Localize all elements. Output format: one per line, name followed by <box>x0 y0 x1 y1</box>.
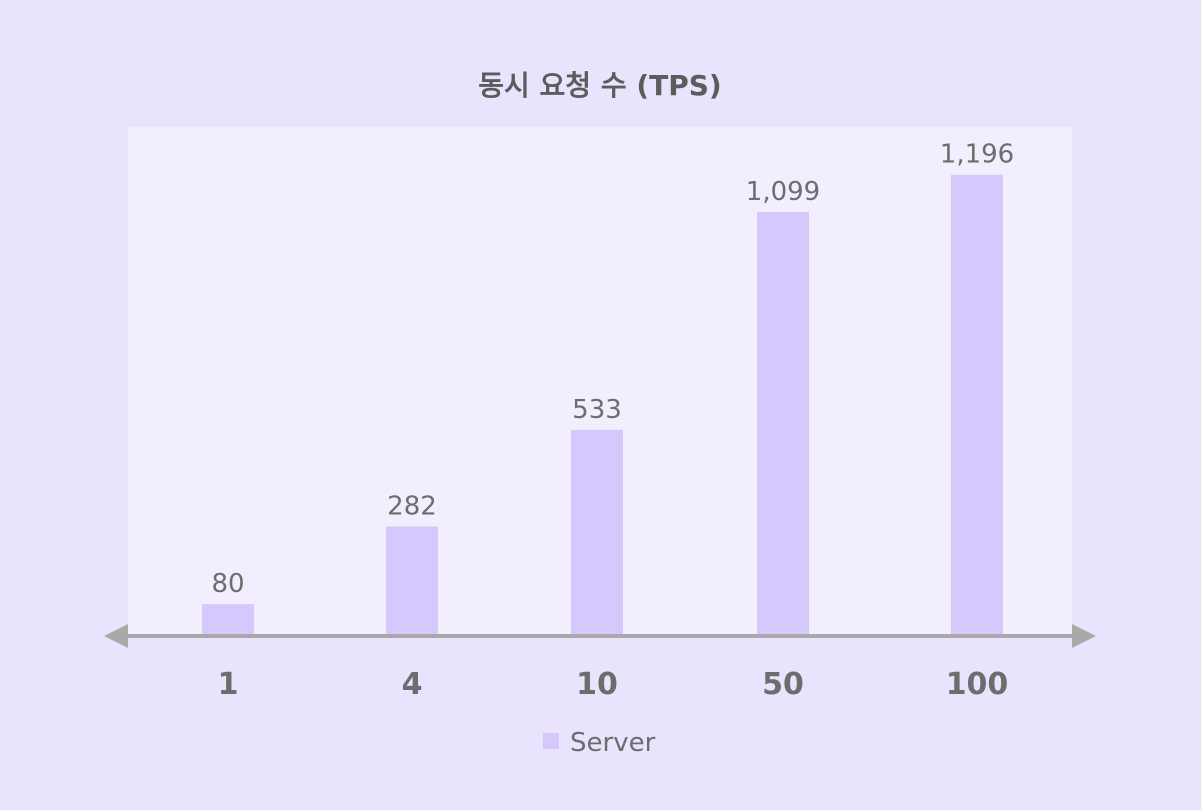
bar-4 <box>386 526 438 635</box>
legend-swatch-server <box>543 733 559 749</box>
x-tick-label-50: 50 <box>762 667 804 702</box>
x-tick-label-4: 4 <box>402 667 423 702</box>
value-label-10: 533 <box>572 395 622 425</box>
x-axis-right-arrow-icon <box>1072 624 1096 648</box>
legend-label-server: Server <box>570 728 656 758</box>
value-label-4: 282 <box>387 491 437 521</box>
value-label-50: 1,099 <box>746 177 820 207</box>
chart-title: 동시 요청 수 (TPS) <box>478 69 721 102</box>
value-labels-group: 80 282 533 1,099 1,196 <box>211 140 1014 599</box>
bar-10 <box>571 429 623 635</box>
x-axis-tick-labels: 1 4 10 50 100 <box>218 667 1009 702</box>
bar-50 <box>757 212 809 635</box>
x-tick-label-100: 100 <box>946 667 1009 702</box>
x-tick-label-10: 10 <box>576 667 618 702</box>
bar-1 <box>202 604 254 635</box>
legend: Server <box>543 728 656 758</box>
value-label-100: 1,196 <box>940 140 1014 170</box>
x-tick-label-1: 1 <box>218 667 239 702</box>
bar-100 <box>951 174 1003 636</box>
value-label-1: 80 <box>211 569 244 599</box>
x-axis-left-arrow-icon <box>104 624 128 648</box>
bars-group <box>202 174 1003 636</box>
